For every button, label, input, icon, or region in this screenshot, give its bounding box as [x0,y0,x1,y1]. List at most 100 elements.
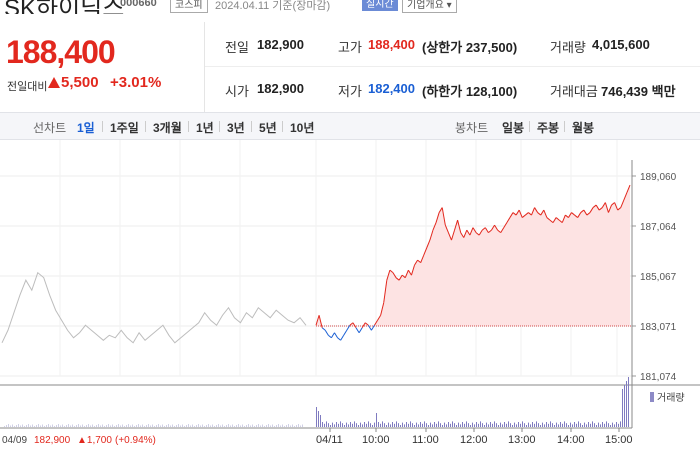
today-line-segment [568,212,572,218]
volume-bar [530,424,531,427]
today-line-segment [617,207,622,211]
realtime-button[interactable]: 실시간 [362,0,398,11]
volume-bar [102,424,103,427]
upper-limit: (상한가 237,500) [422,40,518,55]
period-1d[interactable]: 1일 [77,121,95,135]
period-3m[interactable]: 3개월 [153,121,182,135]
prev-close-value: 182,900 [257,37,304,52]
today-line-segment [318,315,323,328]
period-1w[interactable]: 1주일 [110,121,139,135]
volume-bar [148,424,149,427]
volume-bar [546,422,547,427]
volume-bar [134,426,135,427]
volume-bar [522,421,523,427]
today-line-segment [611,202,615,206]
today-line-segment [478,229,483,236]
today-line-segment [337,337,341,341]
volume-bar [230,425,231,427]
volume-bar [54,426,55,427]
volume-bar [156,425,157,427]
volume-bar [294,426,295,427]
period-5y[interactable]: 5년 [259,121,277,135]
volume-bar [566,423,567,427]
candle-daily[interactable]: 일봉 [502,121,525,135]
today-line-segment [481,227,486,231]
x-tick-label: 14:00 [557,434,585,446]
today-line-segment [392,272,397,278]
volume-bar [170,425,171,427]
x-tick-label: 04/11 [316,434,343,446]
volume-bar [302,424,303,427]
today-line-segment [340,335,345,341]
today-line-segment [410,265,415,276]
prev-day-change-pct: (+0.94%) [115,435,156,446]
today-line-segment [543,209,548,218]
divider [145,121,146,132]
volume-bar [446,424,447,427]
candle-weekly[interactable]: 주봉 [537,121,560,135]
volume-bar [624,385,625,427]
volume-bar [514,422,515,427]
volume-bar [516,424,517,427]
volume-bar [474,424,475,427]
volume-bar [414,425,415,427]
volume-bar [200,425,201,427]
today-line-segment [565,214,569,218]
candle-monthly[interactable]: 월봉 [572,121,595,135]
volume-bar [594,423,595,427]
volume-bar [592,421,593,427]
low-cell: 저가 182,400 (하한가 128,100) [335,66,545,110]
volume-bar [226,425,227,427]
volume-bar [58,424,59,427]
volume-bar [564,421,565,427]
price-chart[interactable]: 189,060 187,064 185,067 183,071 181,074 거래량 … [0,140,700,450]
today-line-segment [537,212,542,216]
volume-bar [214,426,215,427]
today-line-segment [509,212,514,218]
period-1y[interactable]: 1년 [196,121,214,135]
volume-bar [120,425,121,427]
volume-bar [318,411,319,427]
volume-bar [356,423,357,427]
period-10y[interactable]: 10년 [290,121,315,135]
volume-bar [344,425,345,427]
volume-bar [620,421,621,427]
volume-bar [180,425,181,427]
volume-bar [558,424,559,427]
today-line-segment [521,214,526,218]
volume-bar [440,423,441,427]
divider [282,121,283,132]
volume-bar [590,423,591,427]
company-info-button[interactable]: 기업개요 ▾ [402,0,457,13]
volume-bar [38,424,39,427]
today-area-fill [316,185,630,326]
volume-bar [430,422,431,427]
volume-bar [118,424,119,427]
volume-bar [336,422,337,427]
today-line-segment [447,232,452,241]
volume-bar [398,423,399,427]
lower-limit: (하한가 128,100) [422,84,518,99]
today-line-segment [601,202,606,208]
change-percent: +3.01% [110,74,162,91]
volume-bar [126,425,127,427]
volume-bar [442,425,443,427]
volume-bar [532,422,533,427]
volume-bar [370,423,371,427]
volume-bar [66,425,67,427]
today-line-segment [626,184,631,193]
today-line-segment [321,327,326,331]
volume-bar [618,423,619,427]
volume-bar [372,425,373,427]
today-line-segment [534,207,539,213]
volume-bar [46,425,47,427]
chart-toolbar: 선차트 1일 1주일 3개월 1년 3년 5년 10년 봉차트 일봉 주봉 월봉 [0,112,700,140]
volume-bar [288,424,289,427]
volume-bar [262,424,263,427]
volume-bar [86,425,87,427]
volume-bar [84,426,85,427]
stock-name[interactable]: SK하이닉스 [4,0,125,14]
volume-bar [330,425,331,427]
period-3y[interactable]: 3년 [227,121,245,135]
volume-bar [354,421,355,427]
